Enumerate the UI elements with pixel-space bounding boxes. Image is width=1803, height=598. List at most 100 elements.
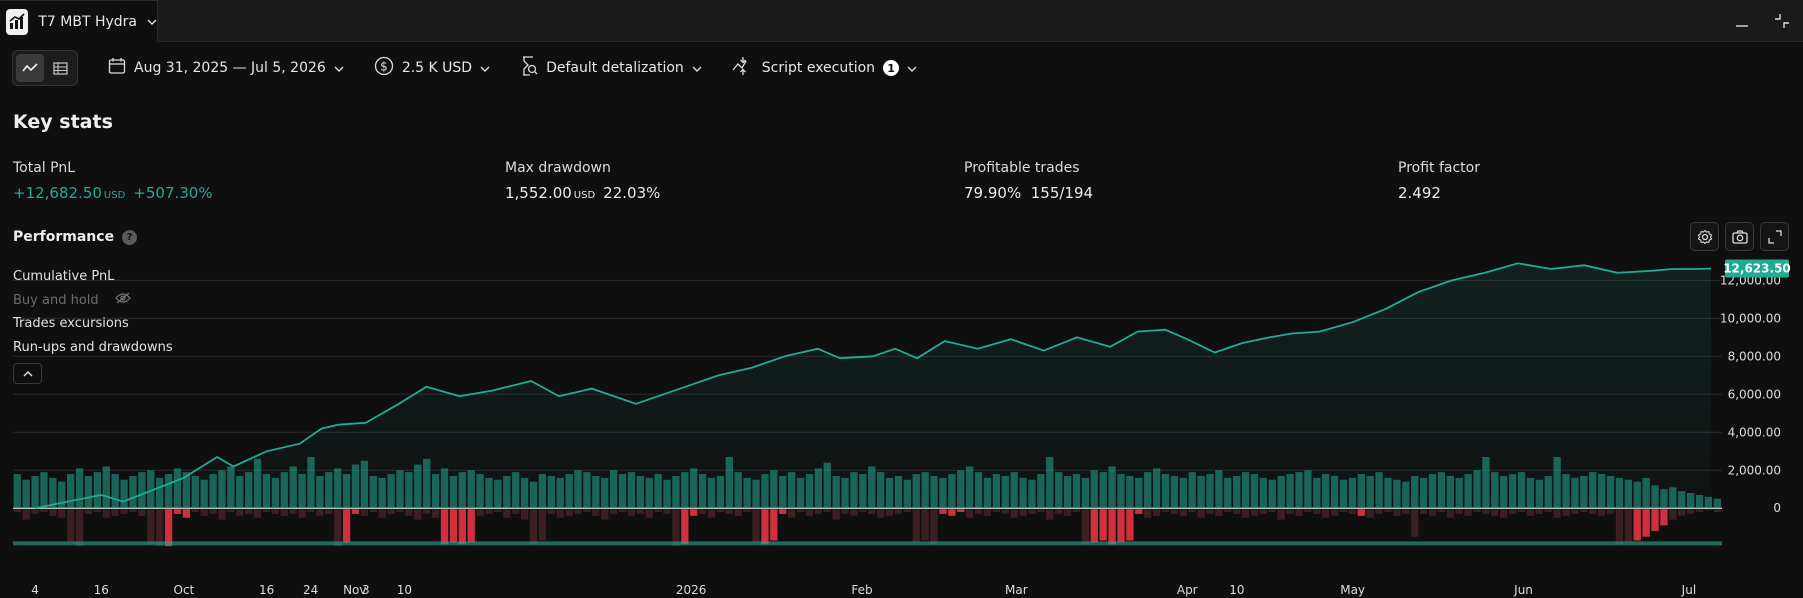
drawdown-bar	[823, 509, 831, 513]
drawdown-bar	[1580, 509, 1588, 513]
strategy-tab[interactable]: T7 MBT Hydra	[0, 0, 158, 42]
legend-runups-drawdowns[interactable]: Run-ups and drawdowns	[13, 340, 173, 355]
collapse-panel-icon[interactable]	[1771, 10, 1793, 32]
drawdown-bar	[512, 509, 520, 514]
stat-label: Profitable trades	[964, 160, 1080, 176]
drawdown-bar	[138, 509, 146, 516]
drawdown-bar	[147, 509, 155, 545]
fullscreen-button[interactable]	[1760, 222, 1789, 251]
drawdown-bar	[1179, 509, 1187, 516]
drawdown-bar	[1313, 509, 1321, 514]
table-view-button[interactable]	[46, 54, 74, 82]
stat-profitable-trades: Profitable trades 79.90% 155/194	[964, 160, 1093, 202]
drawdown-bar	[654, 509, 662, 513]
minimize-icon[interactable]	[1731, 10, 1753, 32]
settings-button[interactable]	[1690, 222, 1719, 251]
runup-bar	[84, 475, 93, 509]
drawdown-bar	[423, 509, 431, 514]
drawdown-bar	[565, 509, 573, 516]
drawdown-bar	[120, 509, 128, 514]
drawdown-bar	[1259, 509, 1268, 514]
drawdown-bar	[609, 509, 618, 514]
script-execution-selector[interactable]: Script execution 1	[732, 56, 917, 80]
chart-view-button[interactable]	[16, 54, 44, 82]
date-range-selector[interactable]: Aug 31, 2025 — Jul 5, 2026	[108, 57, 344, 79]
collapse-legend-button[interactable]	[13, 363, 42, 384]
snapshot-button[interactable]	[1725, 222, 1754, 251]
camera-icon	[1731, 229, 1748, 244]
drawdown-bar	[156, 509, 164, 547]
x-tick-label: 4	[31, 583, 39, 597]
drawdown-bar	[796, 509, 805, 513]
drawdown-bar	[1695, 509, 1704, 513]
drawdown-bar	[957, 509, 965, 513]
drawdown-bar	[752, 509, 760, 543]
last-value-text: 12,623.50	[1723, 262, 1791, 276]
drawdown-bar	[832, 509, 840, 520]
drawdown-bar	[930, 509, 938, 545]
drawdown-bar	[58, 509, 66, 518]
capital-selector[interactable]: $ 2.5 K USD	[374, 56, 490, 80]
drawdown-bar	[761, 509, 769, 545]
drawdown-bar	[1633, 509, 1641, 541]
hourglass-search-icon	[520, 56, 538, 80]
drawdown-bar	[1508, 509, 1517, 514]
detalization-selector[interactable]: Default detalization	[520, 56, 702, 80]
y-tick-label: 4,000.00	[1728, 425, 1781, 439]
drawdown-bar	[102, 509, 110, 518]
drawdown-bar	[1660, 509, 1668, 526]
drawdown-bar	[1215, 509, 1223, 516]
drawdown-bar	[779, 509, 787, 514]
runup-bar	[111, 474, 119, 509]
drawdown-bar	[93, 509, 102, 513]
drawdown-bar	[1526, 509, 1535, 516]
y-tick-label: 0	[1773, 501, 1781, 515]
drawdown-bar	[431, 509, 440, 518]
legend-buy-and-hold[interactable]: Buy and hold	[13, 292, 131, 308]
drawdown-bar	[1544, 509, 1552, 513]
drawdown-bar	[885, 509, 894, 516]
x-tick-label: 16	[94, 583, 109, 597]
performance-chart[interactable]: 0 2,000.00 4,000.00 6,000.00 8,000.00 10,000.…	[0, 250, 1803, 598]
drawdown-bar	[164, 509, 173, 547]
drawdown-bar	[1553, 509, 1561, 518]
drawdown-bar	[716, 509, 725, 513]
drawdown-bar	[583, 509, 591, 513]
drawdown-bar	[1028, 509, 1036, 514]
drawdown-bar	[707, 509, 716, 518]
drawdown-bar	[1304, 509, 1312, 513]
drawdown-bar	[494, 509, 502, 513]
drawdown-bar	[378, 509, 386, 518]
drawdown-bar	[1491, 509, 1499, 516]
drawdown-bar	[191, 509, 199, 513]
x-tick-label: May	[1340, 583, 1365, 597]
drawdown-bar	[592, 509, 600, 516]
runup-bar	[102, 466, 110, 509]
legend-trades-excursions[interactable]: Trades excursions	[13, 316, 129, 331]
legend-cumulative-pnl[interactable]: Cumulative PnL	[13, 269, 115, 284]
drawdown-bar	[1704, 509, 1713, 511]
drawdown-bar	[369, 509, 377, 513]
drawdown-bar	[574, 509, 582, 514]
script-execution-icon	[732, 56, 754, 80]
x-tick-label: Apr	[1177, 583, 1198, 597]
help-icon[interactable]: ?	[122, 229, 138, 245]
chevron-down-icon[interactable]	[147, 19, 157, 25]
x-tick-label: 2026	[676, 583, 707, 597]
drawdown-bar	[342, 509, 351, 543]
drawdown-bar	[129, 509, 137, 513]
drawdown-bar	[1144, 509, 1152, 518]
eye-hidden-icon[interactable]	[114, 292, 131, 308]
drawdown-bar	[787, 509, 796, 518]
drawdown-bar	[1500, 509, 1508, 518]
drawdown-bar	[325, 509, 333, 514]
x-tick-label: 24	[303, 583, 318, 597]
drawdown-bar	[280, 509, 288, 516]
x-tick-label: Nov	[343, 583, 366, 597]
stat-unit: USD	[573, 190, 596, 201]
y-tick-label: 2,000.00	[1728, 463, 1781, 477]
drawdown-bar	[663, 509, 671, 514]
drawdown-bar	[1108, 509, 1116, 545]
drawdown-bar	[1152, 509, 1161, 516]
drawdown-bar	[262, 509, 271, 513]
